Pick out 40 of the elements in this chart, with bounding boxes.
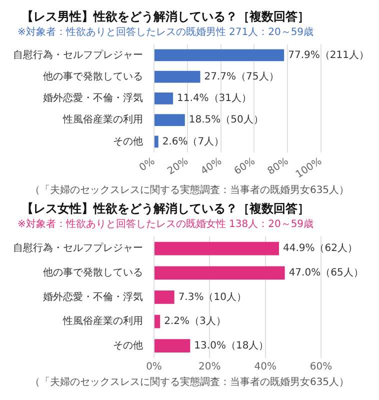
y-tick-label: 他の事で発散している	[43, 266, 143, 278]
bar	[154, 314, 160, 328]
y-tick-label: その他	[113, 339, 143, 352]
y-tick-label: 婚外恋愛・不倫・浮気	[43, 290, 143, 303]
data-label: 7.3%（10人）	[178, 292, 246, 303]
chart-subtitle: ※対象者：性欲ありと回答したレスの既婚男性 271人：20～59歳	[17, 26, 314, 38]
bar	[154, 339, 190, 353]
y-tick-label: 性風俗産業の利用	[62, 315, 143, 328]
data-label: 11.4%（31人）	[177, 93, 252, 104]
text: （「夫婦のセックスレスに関する実態調査：当事者の既婚男女635人）	[28, 184, 350, 198]
data-label: 2.2%（3人）	[164, 316, 226, 328]
bar	[154, 266, 285, 280]
y-tick-label: 性風俗産業の利用	[62, 114, 143, 126]
y-tick-label: 自慰行為・セルフプレジャー	[13, 48, 143, 61]
x-tick-label: 0%	[146, 362, 162, 373]
x-tick-label: 0%	[138, 156, 158, 174]
chart-title: 【レス男性】性欲をどう解消している？［複数回答］	[22, 9, 310, 24]
data-label: 47.0%（65人）	[288, 267, 364, 278]
bar	[154, 290, 174, 304]
x-tick-label: 20%	[166, 156, 190, 178]
data-label: 13.0%（18人）	[194, 340, 269, 352]
data-label: 18.5%（50人）	[188, 114, 264, 126]
x-tick-label: 60%	[310, 362, 332, 373]
y-tick-label: 自慰行為・セルフプレジャー	[13, 242, 143, 254]
x-tick-label: 40%	[199, 156, 224, 178]
chart-subtitle: ※対象者：性欲ありと回答したレスの既婚女性 138人：20～59歳	[17, 218, 314, 230]
data-label: 44.9%（62人）	[282, 243, 358, 254]
data-label: 77.9%（211人）	[288, 50, 369, 61]
data-label: 2.6%（7人）	[162, 136, 224, 148]
y-tick-label: 婚外恋愛・不倫・浮気	[43, 92, 143, 104]
data-label: 27.7%（75人）	[204, 71, 279, 82]
y-tick-label: 他の事で発散している	[43, 70, 143, 82]
x-tick-label: 80%	[266, 156, 291, 178]
bar	[154, 242, 279, 256]
y-tick-label: その他	[113, 135, 143, 148]
x-tick-label: 20%	[198, 362, 221, 373]
x-tick-label: 40%	[254, 362, 276, 373]
chart-title: 【レス女性】性欲をどう解消している？［複数回答］	[22, 201, 310, 216]
text: （「夫婦のセックスレスに関する実態調査：当事者の既婚男女635人）	[28, 376, 350, 390]
x-tick-label: 60%	[232, 156, 258, 178]
